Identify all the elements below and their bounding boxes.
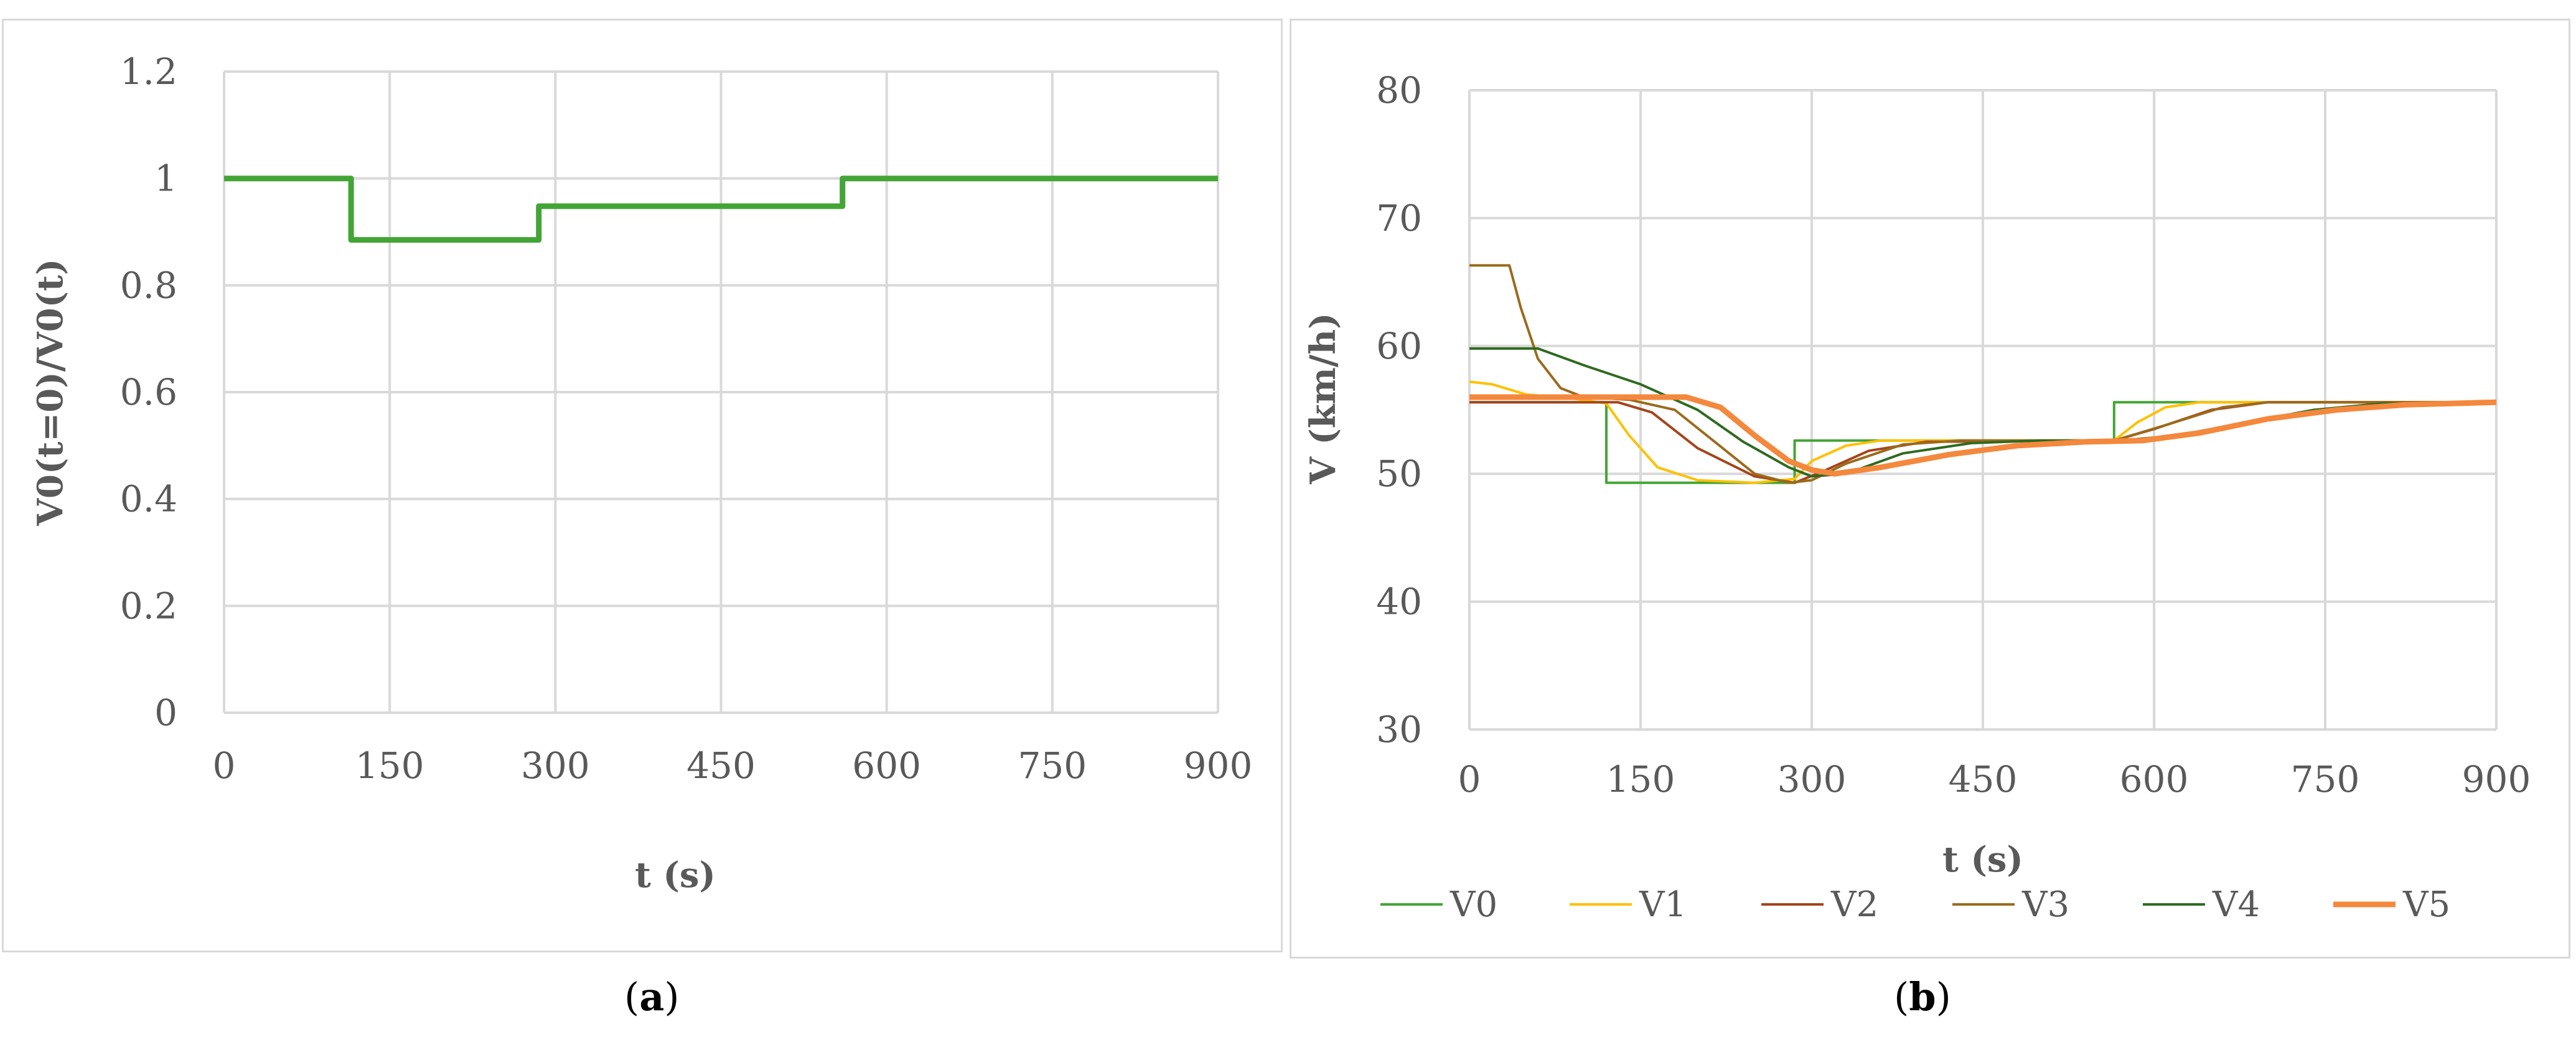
chart-a-ytick-label: 1 xyxy=(154,157,177,200)
chart-b-y-axis-title: V (km/h) xyxy=(1303,312,1344,484)
chart-b-ytick-label: 30 xyxy=(1376,708,1422,751)
chart-b-xtick-label: 750 xyxy=(2291,758,2360,800)
panel-b-frame xyxy=(1290,19,2570,959)
chart-b-xtick-label: 150 xyxy=(1606,758,1675,800)
chart-a-y-axis-title: V0(t=0)/V0(t) xyxy=(30,259,71,527)
chart-a-ytick-label: 0 xyxy=(154,692,177,734)
chart-a-xtick-label: 450 xyxy=(686,744,756,787)
chart-a-x-axis-title: t (s) xyxy=(635,855,716,896)
chart-b-ytick-label: 80 xyxy=(1376,69,1422,111)
chart-a-xtick-label: 600 xyxy=(852,744,921,787)
chart-b-xtick-label: 300 xyxy=(1777,758,1847,800)
chart-a-xtick-label: 150 xyxy=(355,744,424,787)
caption-b: (b) xyxy=(1894,974,1951,1020)
chart-b-legend-label-V1: V1 xyxy=(1639,884,1687,925)
chart-a-ytick-label: 0.2 xyxy=(120,584,177,627)
chart-a-ytick-label: 1.2 xyxy=(120,50,177,93)
chart-a-xtick-label: 300 xyxy=(521,744,590,787)
chart-b-x-axis-title: t (s) xyxy=(1942,839,2023,880)
chart-b-xtick-label: 600 xyxy=(2120,758,2189,800)
caption-a: (a) xyxy=(624,974,680,1020)
chart-b-ytick-label: 50 xyxy=(1376,453,1422,495)
chart-b-legend-label-V4: V4 xyxy=(2212,884,2260,925)
chart-a-series-0 xyxy=(224,176,1218,243)
chart-a-xtick-label: 0 xyxy=(213,744,236,787)
chart-a-ytick-label: 0.6 xyxy=(120,371,177,413)
chart-b-ytick-label: 60 xyxy=(1376,325,1422,367)
panel-a-frame xyxy=(2,19,1283,952)
chart-b-legend-label-V5: V5 xyxy=(2402,884,2450,925)
chart-a-xtick-label: 750 xyxy=(1018,744,1087,787)
chart-b-xtick-label: 900 xyxy=(2462,758,2531,800)
chart-a-ytick-label: 0.8 xyxy=(120,264,177,306)
chart-b-ytick-label: 70 xyxy=(1376,197,1422,239)
chart-b-series-V3 xyxy=(1469,264,2496,484)
chart-b-legend-label-V0: V0 xyxy=(1450,884,1497,925)
chart-b-xtick-label: 450 xyxy=(1949,758,2018,800)
chart-b-ytick-label: 40 xyxy=(1376,581,1422,623)
chart-b-legend-label-V3: V3 xyxy=(2021,884,2069,925)
chart-b-xtick-label: 0 xyxy=(1458,758,1481,800)
chart-b-series-V5 xyxy=(1469,394,2497,477)
chart-b-legend-label-V2: V2 xyxy=(1830,884,1878,925)
chart-a-ytick-label: 0.4 xyxy=(120,478,177,520)
chart-a-xtick-label: 900 xyxy=(1184,744,1253,787)
